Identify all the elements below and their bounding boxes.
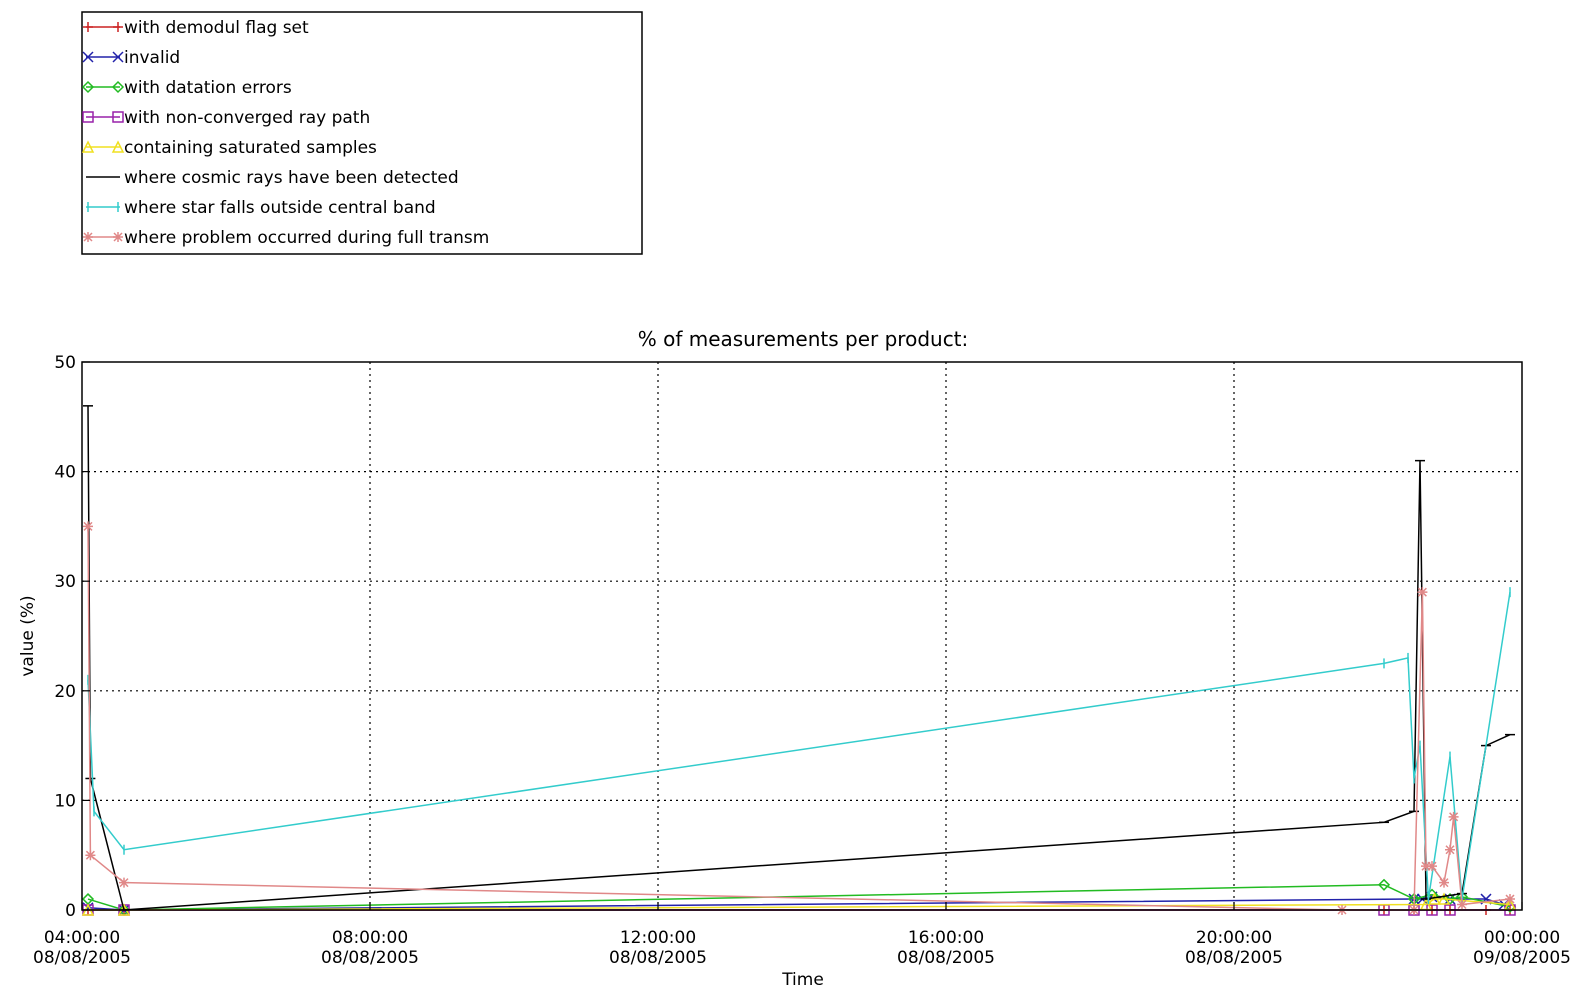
legend: with demodul flag set invalid with datatio…: [81, 11, 643, 255]
data-point: [1457, 899, 1467, 910]
data-point: [1444, 904, 1456, 916]
x-tick-label: 04:00:00: [44, 928, 120, 948]
data-point: [1377, 878, 1391, 891]
x-tick-label: 08:00:00: [332, 928, 408, 948]
legend-marker: [112, 51, 124, 63]
legend-marker: [81, 140, 95, 153]
legend-item: where problem occurred during full trans…: [83, 228, 489, 248]
y-axis: 0 10 20 30 40 50: [54, 353, 90, 921]
legend-label: where cosmic rays have been detected: [124, 168, 459, 188]
legend-label: with demodul flag set: [124, 18, 309, 38]
y-tick-label: 40: [54, 463, 76, 483]
legend-item: containing saturated samples: [81, 138, 377, 158]
legend-marker: [83, 22, 93, 32]
y-tick-label: 20: [54, 682, 76, 702]
x-tick-label: 16:00:00: [908, 928, 984, 948]
legend-label: where star falls outside central band: [124, 198, 436, 218]
x-axis-label: Time: [781, 970, 824, 990]
data-point: [1443, 892, 1457, 906]
x-tick-label-date: 09/08/2005: [1473, 948, 1571, 968]
data-point: [1437, 892, 1451, 905]
series-line: [87, 896, 1505, 911]
data-point: [85, 850, 96, 861]
data-point: [1417, 587, 1428, 598]
series-8: [83, 521, 1515, 915]
series-line: [87, 405, 1511, 911]
series-7: [87, 587, 1511, 905]
legend-item: with datation errors: [81, 78, 292, 98]
x-tick-label: 12:00:00: [620, 928, 696, 948]
x-tick-label-date: 08/08/2005: [1185, 948, 1283, 968]
legend-marker: [111, 140, 125, 153]
legend-marker: [113, 22, 123, 32]
legend-marker: [112, 111, 124, 123]
data-point: [1505, 894, 1515, 905]
legend-label: invalid: [124, 48, 180, 68]
legend-item: where star falls outside central band: [86, 198, 436, 218]
y-axis-label: value (%): [18, 595, 38, 676]
series-layer: [81, 405, 1517, 917]
plot-area: [81, 361, 1523, 911]
legend-item: with non-converged ray path: [82, 108, 370, 128]
series-6: [83, 405, 1515, 911]
data-point: [1445, 844, 1455, 855]
legend-box: [81, 11, 643, 255]
series-line: [87, 884, 1511, 911]
legend-item: invalid: [82, 48, 180, 68]
x-tick-label: 00:00:00: [1484, 928, 1560, 948]
y-tick-label: 0: [65, 901, 76, 921]
y-tick-label: 30: [54, 572, 76, 592]
data-point: [1421, 861, 1431, 872]
legend-marker: [111, 80, 125, 94]
legend-marker: [83, 232, 93, 242]
series-2: [82, 891, 1510, 916]
legend-item: with demodul flag set: [83, 18, 309, 38]
data-point: [119, 877, 129, 888]
x-tick-label-date: 08/08/2005: [321, 948, 419, 968]
legend-label: with datation errors: [124, 78, 292, 98]
data-point: [1428, 892, 1441, 905]
data-point: [1504, 904, 1516, 916]
data-point: [1448, 811, 1459, 822]
y-tick-label: 50: [54, 353, 76, 373]
series-line: [87, 526, 1511, 911]
data-point: [83, 521, 93, 532]
legend-marker: [82, 111, 94, 123]
x-axis: 04:00:0008/08/200508:00:0008/08/200512:0…: [33, 902, 1571, 968]
data-point: [1426, 904, 1438, 916]
legend-marker: [82, 51, 94, 63]
legend-marker: [113, 232, 123, 242]
x-tick-label-date: 08/08/2005: [33, 948, 131, 968]
x-tick-label: 20:00:00: [1196, 928, 1272, 948]
data-point: [1427, 861, 1437, 872]
legend-label: with non-converged ray path: [124, 108, 370, 128]
legend-item: where cosmic rays have been detected: [86, 168, 459, 188]
x-tick-label-date: 08/08/2005: [609, 948, 707, 968]
series-line: [87, 592, 1511, 900]
data-point: [1439, 877, 1449, 888]
y-tick-label: 10: [54, 791, 76, 811]
legend-label: where problem occurred during full trans…: [124, 228, 489, 248]
legend-label: containing saturated samples: [124, 138, 377, 158]
legend-marker: [81, 80, 95, 94]
grid: [82, 362, 1522, 910]
x-tick-label-date: 08/08/2005: [897, 948, 995, 968]
chart-title: % of measurements per product:: [638, 327, 969, 351]
